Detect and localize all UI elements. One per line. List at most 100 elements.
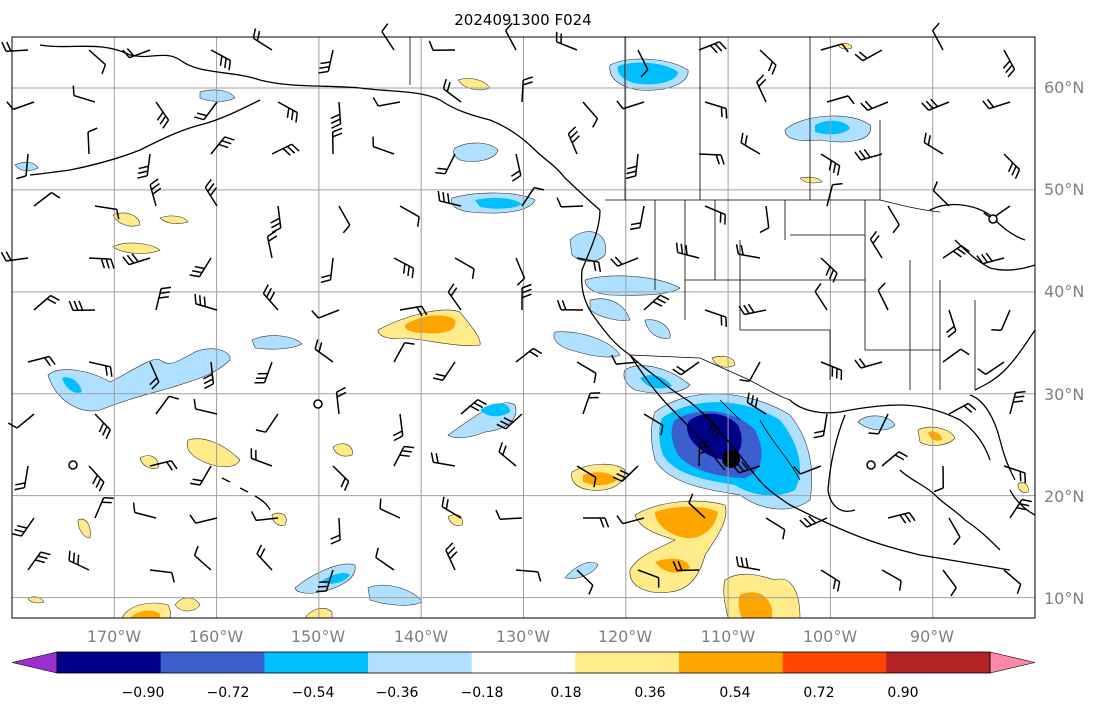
wind-barb [860, 100, 889, 112]
wind-barb [576, 569, 594, 595]
wind-barb [204, 178, 218, 207]
wind-barb [759, 49, 777, 75]
contour-yellow-south-left [27, 596, 333, 619]
wind-barb [738, 303, 767, 316]
contour-blue-south-1 [294, 563, 356, 594]
wind-barb [330, 101, 342, 129]
contour-orange-south-left [130, 610, 160, 618]
colorbar-segment [782, 652, 887, 673]
wind-barb [881, 569, 902, 591]
contour-cyan-alaska [617, 62, 678, 85]
wind-barb [869, 230, 883, 259]
wind-barb [16, 153, 29, 180]
wind-barb [732, 461, 761, 474]
wind-barb [399, 305, 428, 317]
lon-label: 110°W [701, 627, 756, 646]
contour-yellow-misc-1 [112, 212, 189, 254]
coastline-east-us [969, 329, 1036, 481]
contour-orange-south-mexico [655, 506, 718, 573]
wind-barb [881, 451, 908, 467]
wind-barb [510, 153, 522, 182]
wind-barb [1003, 465, 1027, 483]
wind-barb [155, 395, 179, 415]
wind-barb [976, 252, 1005, 265]
wind-barb [393, 341, 415, 363]
wind-barb [735, 556, 761, 571]
wind-barb [740, 132, 761, 155]
storm-center-marker [722, 450, 740, 468]
wind-barb [814, 283, 828, 311]
contour-orange-pacific-ne [404, 315, 456, 334]
wind-barb [688, 493, 706, 519]
contour-blue-gulf-ak [453, 142, 499, 162]
wind-barb [759, 205, 770, 234]
wind-barb [756, 74, 767, 103]
wind-barb [877, 282, 889, 311]
wind-barb [765, 517, 786, 540]
wind-barb [88, 465, 105, 492]
wind-barb [193, 545, 212, 571]
wind-barb [262, 284, 279, 311]
wind-barb [33, 294, 60, 311]
contour-blue-south-3 [564, 561, 599, 579]
wind-barb [932, 181, 950, 207]
wind-barb [256, 544, 273, 571]
wind-barb [942, 569, 957, 597]
colorbar-tick-label: −0.90 [122, 685, 165, 701]
contour-blue-alaska-2 [14, 89, 236, 171]
colorbar-segment [886, 652, 991, 673]
colorbar-tick-labels: −0.90 −0.72 −0.54 −0.36 −0.18 0.18 0.36 … [122, 685, 919, 701]
wind-barb [1009, 390, 1026, 415]
wind-barb [1003, 153, 1021, 179]
wind-barb [826, 95, 855, 105]
contour-yellow-misc-2 [77, 443, 463, 539]
contour-cyan-hawaii-east [480, 403, 510, 417]
wind-barb [616, 515, 645, 525]
wind-barb [149, 361, 160, 390]
wind-barb [854, 49, 883, 62]
colorbar-tick-label: 0.18 [550, 685, 581, 701]
wind-barb [868, 413, 889, 435]
wind-barb [330, 517, 341, 545]
wind-barb [430, 452, 456, 467]
wind-barb [576, 465, 597, 488]
wind-barb [194, 293, 218, 311]
wind-barb [946, 309, 957, 338]
wind-barb [94, 497, 114, 519]
wind-barb [704, 101, 728, 119]
wind-barb [88, 49, 107, 75]
wind-barb [122, 47, 151, 59]
wind-barb [698, 153, 725, 165]
wind-barb [521, 283, 532, 311]
wind-barb [820, 153, 841, 176]
wind-barb [820, 43, 849, 53]
wind-barb [14, 465, 29, 491]
wind-barb [0, 251, 29, 262]
wind-barb [1, 41, 29, 53]
wind-barb [88, 257, 115, 269]
wind-barb [372, 97, 401, 107]
wind-barb [189, 514, 218, 524]
wind-barb [68, 300, 96, 312]
wind-barb [704, 309, 727, 328]
wind-barb [637, 49, 649, 78]
wind-barb [704, 205, 726, 225]
wind-barb [250, 448, 273, 467]
wind-barb [515, 257, 526, 286]
wind-barb [576, 257, 602, 273]
wind-barb [982, 98, 1011, 110]
wind-barb [393, 445, 415, 467]
colorbar-tick-label: −0.54 [292, 685, 335, 701]
wind-barb [556, 197, 584, 208]
contour-blue-pacific-mid [251, 335, 303, 350]
colorbar-segment [471, 652, 576, 673]
wind-barb [311, 309, 340, 319]
wind-barb [277, 101, 299, 123]
wind-barb [72, 85, 96, 103]
wind-barb [155, 286, 172, 311]
wind-barb [739, 361, 761, 382]
wind-barb [576, 361, 597, 384]
wind-barb [612, 465, 639, 482]
colorbar: −0.90 −0.72 −0.54 −0.36 −0.18 0.18 0.36 … [11, 651, 1036, 701]
